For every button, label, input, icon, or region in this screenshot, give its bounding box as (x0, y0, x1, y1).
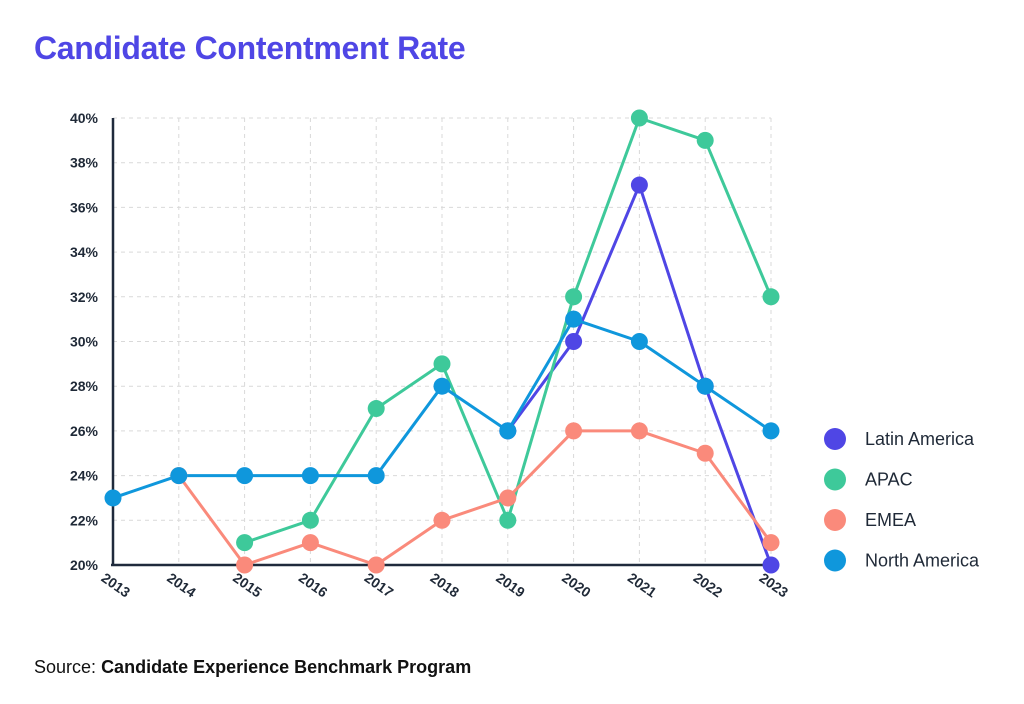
x-tick-label: 2018 (428, 569, 463, 600)
x-tick-label: 2016 (296, 569, 331, 600)
chart-title: Candidate Contentment Rate (34, 30, 466, 66)
data-point-apac (236, 534, 254, 552)
data-point-emea (696, 444, 714, 462)
x-tick-label: 2021 (625, 569, 660, 600)
data-point-north-america (104, 489, 122, 507)
y-tick-label: 26% (70, 423, 99, 439)
data-point-emea (433, 511, 451, 529)
legend-label: APAC (865, 470, 913, 490)
data-point-apac (301, 511, 319, 529)
data-point-north-america (499, 422, 517, 440)
x-axis-ticks: 2013 2014 2015 2016 2017 2018 2019 2020 2021 2022… (99, 569, 792, 600)
data-point-apac (433, 355, 451, 373)
data-point-emea (367, 556, 385, 574)
data-point-emea (301, 534, 319, 552)
data-point-apac (630, 109, 648, 127)
y-tick-label: 36% (70, 199, 99, 215)
data-point-north-america (762, 422, 780, 440)
x-tick-label: 2017 (362, 569, 397, 600)
data-point-emea (762, 534, 780, 552)
data-point-latin-america (630, 176, 648, 194)
y-tick-label: 22% (70, 512, 99, 528)
legend-label: Latin America (865, 429, 975, 449)
data-point-north-america (301, 467, 319, 485)
data-point-north-america (367, 467, 385, 485)
data-point-north-america (170, 467, 188, 485)
data-point-north-america (236, 467, 254, 485)
y-tick-label: 34% (70, 244, 99, 260)
x-tick-label: 2015 (230, 569, 265, 600)
data-point-north-america (630, 333, 648, 350)
legend-marker (824, 468, 846, 491)
legend-marker (824, 509, 846, 531)
x-tick-label: 2023 (757, 569, 792, 600)
legend-label: EMEA (865, 510, 916, 530)
data-point-latin-america (565, 333, 583, 350)
legend-marker (824, 549, 846, 572)
x-tick-label: 2019 (493, 569, 528, 600)
y-tick-label: 40% (70, 110, 99, 126)
data-point-apac (565, 288, 583, 306)
series-points (104, 109, 780, 574)
y-tick-label: 28% (70, 378, 99, 394)
y-tick-label: 30% (70, 334, 99, 350)
y-tick-label: 38% (70, 155, 99, 171)
series-line-emea (177, 429, 773, 567)
y-tick-label: 20% (70, 557, 99, 573)
grid-lines (113, 117, 772, 565)
data-point-apac (696, 131, 714, 149)
data-point-north-america (433, 377, 451, 395)
y-tick-label: 32% (70, 289, 99, 305)
source-name: Candidate Experience Benchmark Program (101, 657, 472, 677)
source-note: Source: Candidate Experience Benchmark P… (34, 657, 471, 678)
x-tick-label: 2014 (164, 569, 199, 600)
data-point-emea (630, 422, 648, 440)
data-point-north-america (696, 377, 714, 395)
legend-marker (824, 428, 846, 450)
data-point-emea (565, 422, 583, 440)
data-point-apac (367, 400, 385, 418)
data-point-emea (236, 556, 254, 574)
data-point-emea (499, 489, 517, 507)
x-tick-label: 2013 (99, 569, 134, 600)
data-point-apac (762, 288, 780, 306)
data-point-north-america (565, 310, 583, 328)
x-tick-label: 2020 (559, 569, 594, 600)
legend: Latin America APAC EMEA North America (824, 428, 980, 572)
y-tick-label: 24% (70, 468, 99, 484)
data-point-apac (499, 511, 517, 529)
legend-label: North America (865, 551, 980, 571)
data-point-latin-america (762, 556, 780, 574)
source-prefix: Source: (34, 657, 97, 677)
x-tick-label: 2022 (691, 569, 726, 600)
y-axis-ticks: 20% 22% 24% 26% 28% 30% 32% 34% 36% 38% 40% (70, 110, 99, 573)
